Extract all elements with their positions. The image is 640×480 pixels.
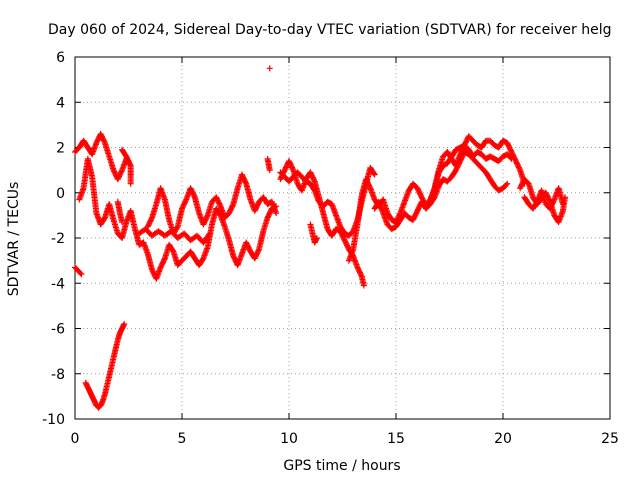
- data-point: [255, 247, 262, 254]
- data-point: [503, 181, 510, 188]
- data-point: [101, 138, 108, 145]
- data-point: [204, 213, 211, 220]
- data-point: [161, 256, 168, 263]
- data-point: [169, 247, 176, 254]
- data-point: [266, 65, 273, 72]
- data-point: [119, 219, 126, 226]
- x-tick-label: 25: [601, 431, 619, 447]
- data-point: [273, 210, 280, 217]
- data-point: [205, 231, 212, 238]
- data-point: [191, 192, 198, 199]
- data-point: [366, 183, 373, 190]
- data-points: [72, 65, 569, 411]
- y-tick-label: 6: [56, 50, 65, 66]
- data-point: [559, 201, 566, 208]
- data-point: [121, 320, 128, 327]
- data-point: [266, 167, 273, 174]
- axis-ticks: 0 5 10 15 20 25 -10 -8 -6 -4 -2 0 2 4 6: [42, 50, 619, 447]
- data-point: [77, 270, 84, 277]
- data-point: [516, 165, 523, 172]
- data-point: [289, 165, 296, 172]
- data-point: [550, 197, 557, 204]
- data-point: [358, 272, 365, 279]
- data-point: [507, 154, 514, 161]
- data-point: [118, 168, 125, 175]
- y-tick-label: -10: [42, 412, 65, 428]
- y-tick-label: -4: [51, 276, 65, 292]
- x-tick-label: 15: [387, 431, 405, 447]
- data-point: [242, 179, 249, 186]
- data-point: [216, 202, 223, 209]
- y-tick-label: -6: [51, 322, 65, 338]
- y-tick-label: 4: [56, 95, 65, 111]
- data-point: [206, 230, 213, 237]
- data-point: [101, 215, 108, 222]
- y-tick-label: -8: [51, 367, 65, 383]
- x-tick-label: 5: [178, 431, 187, 447]
- x-tick-label: 10: [280, 431, 298, 447]
- data-point: [182, 197, 189, 204]
- data-point: [127, 161, 134, 168]
- data-point: [313, 235, 320, 241]
- y-axis-label: SDTVAR / TECUs: [6, 182, 22, 297]
- data-point: [127, 180, 134, 187]
- x-tick-label: 0: [71, 431, 80, 447]
- data-point: [360, 282, 367, 289]
- y-tick-label: 0: [56, 186, 65, 202]
- y-tick-label: -2: [51, 231, 65, 247]
- data-point: [371, 171, 378, 178]
- data-point: [370, 170, 377, 177]
- data-point: [508, 155, 515, 162]
- x-tick-label: 20: [494, 431, 512, 447]
- data-point: [229, 202, 236, 209]
- chart-title: Day 060 of 2024, Sidereal Day-to-day VTE…: [48, 22, 611, 38]
- y-tick-label: 2: [56, 141, 65, 157]
- data-point: [311, 177, 318, 184]
- data-point: [78, 271, 85, 278]
- data-point: [148, 215, 155, 222]
- x-axis-label: GPS time / hours: [283, 458, 400, 474]
- data-point: [504, 180, 511, 187]
- data-point: [174, 224, 181, 231]
